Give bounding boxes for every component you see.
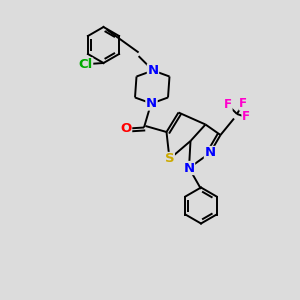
Text: Cl: Cl	[78, 58, 93, 71]
Text: F: F	[242, 110, 250, 124]
Text: N: N	[147, 64, 159, 77]
Text: N: N	[204, 146, 216, 160]
Text: N: N	[146, 97, 157, 110]
Text: N: N	[183, 161, 195, 175]
Text: O: O	[120, 122, 132, 136]
Text: S: S	[165, 152, 174, 166]
Text: F: F	[224, 98, 232, 112]
Text: F: F	[239, 97, 247, 110]
